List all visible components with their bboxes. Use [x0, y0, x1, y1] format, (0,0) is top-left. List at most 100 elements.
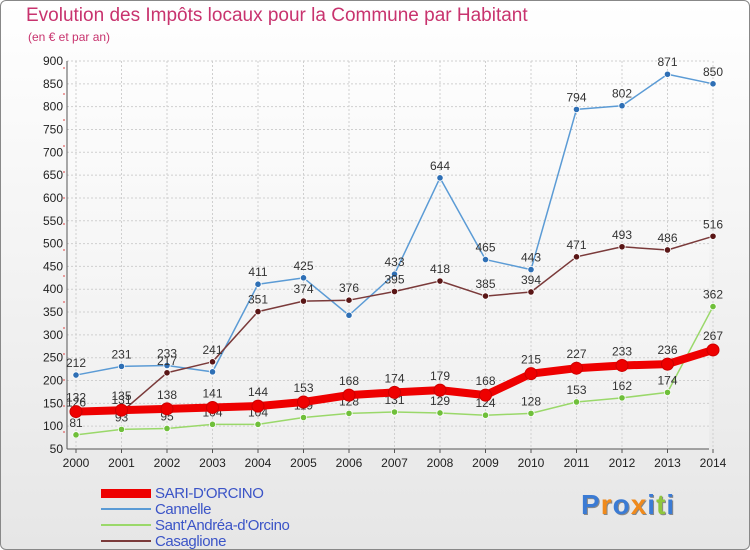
x-tick-label: 2003: [199, 456, 226, 470]
data-label: 241: [202, 343, 222, 357]
logo-letter: P: [581, 489, 601, 520]
y-tick-label: 200: [43, 374, 63, 388]
y-tick-label: 800: [43, 100, 63, 114]
data-point: [481, 255, 490, 264]
data-point: [709, 80, 717, 88]
x-tick-label: 2008: [427, 456, 454, 470]
y-tick-label: 600: [43, 191, 63, 205]
data-label: 126: [66, 395, 86, 409]
y-tick-label: 900: [43, 54, 63, 68]
y-tick-label: 150: [43, 396, 63, 410]
data-point: [661, 357, 674, 371]
data-point: [615, 358, 629, 372]
data-point: [72, 431, 80, 439]
data-point: [163, 424, 171, 433]
data-point: [390, 408, 399, 416]
legend-swatch: [101, 540, 151, 542]
y-tick-label: 50: [50, 442, 64, 456]
data-point: [436, 174, 444, 182]
data-label: 443: [521, 251, 541, 265]
data-point: [570, 361, 583, 375]
data-label: 233: [157, 346, 177, 360]
data-point: [251, 399, 265, 413]
data-point: [481, 411, 490, 419]
data-point: [663, 246, 672, 254]
y-tick-label: 700: [43, 145, 63, 159]
data-label: 493: [612, 228, 632, 242]
data-point: [436, 277, 444, 285]
y-tick-label: 250: [43, 351, 63, 365]
proxiti-logo: Proxiti: [581, 489, 675, 521]
legend-swatch: [101, 524, 151, 526]
data-label: 516: [703, 217, 723, 231]
data-point: [527, 266, 535, 274]
y-tick-label: 750: [43, 122, 63, 136]
data-point: [527, 288, 535, 296]
data-label: 433: [384, 255, 404, 269]
data-label: 174: [384, 371, 404, 385]
data-label: 124: [475, 396, 495, 410]
data-point: [524, 367, 538, 381]
data-label: 174: [657, 373, 677, 387]
data-label: 411: [248, 265, 267, 279]
logo-letter: t: [656, 489, 667, 520]
data-point: [254, 308, 262, 316]
data-label: 794: [566, 90, 586, 104]
data-point: [618, 102, 626, 110]
data-label: 141: [202, 386, 222, 400]
data-point: [436, 409, 444, 417]
data-label: 351: [248, 293, 268, 307]
data-point: [115, 403, 128, 417]
data-label: 871: [657, 55, 677, 69]
data-label: 374: [293, 282, 313, 296]
data-label: 144: [248, 385, 268, 399]
data-point: [160, 402, 174, 416]
data-label: 138: [157, 388, 177, 402]
x-tick-label: 2009: [472, 456, 499, 470]
data-label: 81: [69, 416, 83, 430]
y-tick-label: 400: [43, 282, 63, 296]
logo-letter: i: [647, 489, 657, 520]
data-point: [345, 409, 353, 417]
data-label: 132: [66, 391, 86, 405]
legend-label: SARI-D'ORCINO: [155, 485, 264, 502]
data-label: 162: [612, 379, 632, 393]
data-label: 179: [430, 369, 450, 383]
data-point: [254, 280, 262, 288]
data-label: 131: [111, 393, 131, 407]
data-point: [433, 383, 447, 397]
data-label: 128: [521, 394, 541, 408]
data-label: 236: [657, 343, 677, 357]
x-tick-label: 2011: [564, 456, 590, 470]
data-point: [618, 243, 626, 251]
data-label: 362: [703, 288, 723, 302]
data-point: [72, 371, 80, 379]
data-point: [208, 368, 217, 376]
data-point: [163, 369, 171, 377]
legend-swatch: [101, 489, 151, 498]
data-label: 129: [430, 394, 450, 408]
data-label: 486: [657, 231, 677, 245]
x-tick-label: 2002: [154, 456, 181, 470]
data-point: [572, 253, 581, 261]
y-tick-label: 300: [43, 328, 63, 342]
y-tick-label: 850: [43, 77, 63, 91]
data-point: [390, 270, 399, 278]
data-label: 394: [521, 273, 541, 287]
data-point: [481, 292, 490, 300]
data-point: [663, 70, 672, 78]
logo-letter: i: [666, 489, 676, 520]
x-tick-label: 2012: [609, 456, 636, 470]
legend-label: Cannelle: [155, 501, 212, 518]
data-label: 385: [475, 277, 495, 291]
data-point: [299, 413, 308, 422]
y-tick-label: 650: [43, 168, 63, 182]
x-tick-label: 2004: [245, 456, 272, 470]
data-point: [527, 409, 535, 417]
y-tick-label: 100: [43, 419, 63, 433]
y-tick-label: 450: [43, 259, 63, 273]
data-point: [345, 311, 353, 319]
data-label: 153: [293, 381, 313, 395]
